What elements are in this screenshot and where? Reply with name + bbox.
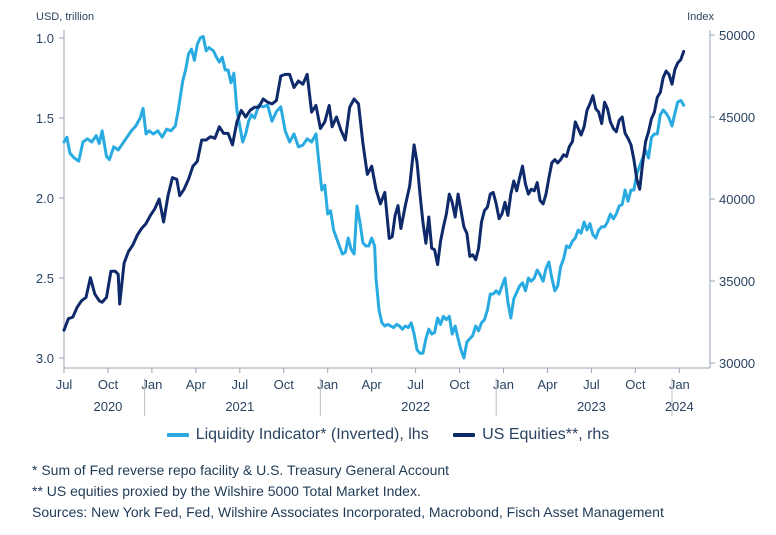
x-tick-label: Oct [449, 377, 470, 392]
x-tick-label: Oct [625, 377, 646, 392]
x-tick-label: Apr [537, 377, 558, 392]
left-tick-label: 1.5 [36, 111, 54, 126]
right-tick-label: 50000 [719, 28, 755, 43]
equities-series-line [62, 49, 686, 332]
legend-swatch-equities [453, 433, 476, 437]
x-tick-label: Oct [274, 377, 295, 392]
footnote-equities: ** US equities proxied by the Wilshire 5… [32, 483, 421, 499]
legend-label-liquidity: Liquidity Indicator* (Inverted), lhs [195, 426, 429, 443]
x-tick-label: Jan [141, 377, 162, 392]
left-tick-label: 3.0 [36, 351, 54, 366]
series-layer [62, 34, 686, 360]
x-tick-label: Apr [362, 377, 383, 392]
x-year-label: 2023 [577, 399, 606, 414]
legend-item-liquidity: Liquidity Indicator* (Inverted), lhs [166, 426, 429, 444]
legend-label-equities: US Equities**, rhs [482, 426, 610, 443]
x-tick-label: Oct [98, 377, 119, 392]
axes-layer: 1.0 1.5 2.0 2.5 3.0 50000 45000 40000 35000 30000… [36, 28, 755, 416]
x-year-label: 2021 [225, 399, 254, 414]
left-tick-label: 1.0 [36, 31, 54, 46]
legend-swatch-liquidity [166, 433, 189, 437]
x-tick-label: Jul [231, 377, 248, 392]
right-tick-label: 30000 [719, 356, 755, 371]
left-tick-label: 2.5 [36, 271, 54, 286]
x-tick-label: Jul [56, 377, 73, 392]
legend-item-equities: US Equities**, rhs [453, 426, 609, 444]
right-axis-unit-label: Index [687, 11, 714, 23]
x-tick-label: Jan [317, 377, 338, 392]
footnote-liquidity: * Sum of Fed reverse repo facility & U.S… [32, 462, 450, 478]
left-tick-label: 2.0 [36, 191, 54, 206]
x-tick-label: Jan [493, 377, 514, 392]
x-tick-label: Jan [669, 377, 690, 392]
sources-line: Sources: New York Fed, Fed, Wilshire Ass… [32, 504, 664, 520]
liquidity-series-line [62, 34, 686, 360]
x-year-label: 2020 [93, 399, 122, 414]
x-year-label: 2024 [665, 399, 694, 414]
x-tick-label: Apr [186, 377, 207, 392]
chart-legend: Liquidity Indicator* (Inverted), lhs US … [0, 424, 776, 444]
x-year-label: 2022 [401, 399, 430, 414]
left-axis-unit-label: USD, trillion [36, 11, 94, 23]
right-tick-label: 40000 [719, 192, 755, 207]
right-tick-label: 45000 [719, 110, 755, 125]
x-tick-label: Jul [407, 377, 424, 392]
x-tick-label: Jul [583, 377, 600, 392]
chart-footnotes: * Sum of Fed reverse repo facility & U.S… [32, 460, 772, 523]
right-tick-label: 35000 [719, 274, 755, 289]
dual-axis-line-chart: USD, trillion Index 1.0 1.5 2.0 2.5 3.0 50000… [36, 11, 755, 416]
